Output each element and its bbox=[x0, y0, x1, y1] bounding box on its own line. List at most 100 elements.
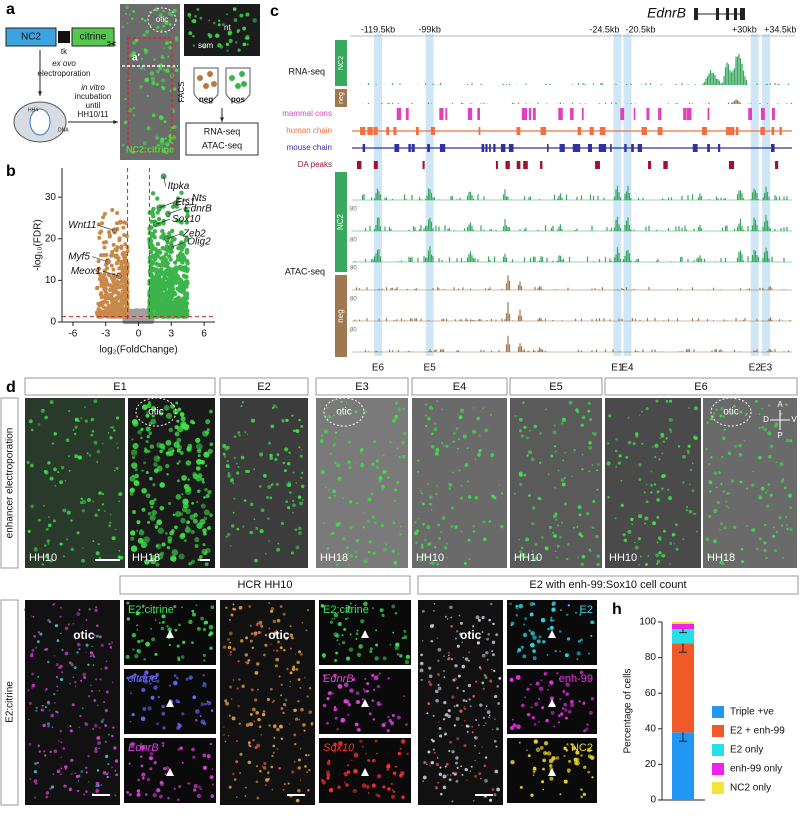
cell bbox=[267, 517, 270, 520]
cell bbox=[164, 773, 167, 776]
cell bbox=[337, 785, 341, 789]
cell bbox=[454, 771, 458, 775]
cell bbox=[459, 621, 464, 625]
cell bbox=[192, 755, 196, 759]
cell bbox=[641, 442, 644, 445]
cell bbox=[488, 714, 491, 717]
cell bbox=[238, 434, 241, 437]
cell bbox=[260, 508, 265, 513]
annotation-block bbox=[521, 108, 528, 120]
cell bbox=[650, 470, 653, 473]
cell bbox=[541, 780, 545, 784]
cell bbox=[651, 445, 654, 448]
cell bbox=[81, 499, 87, 504]
stage-label: HH18 bbox=[320, 552, 348, 564]
cell bbox=[580, 638, 584, 642]
cell bbox=[236, 29, 241, 33]
volcano-dot bbox=[177, 280, 182, 286]
cell bbox=[47, 523, 52, 528]
leader-line bbox=[155, 218, 171, 225]
cell bbox=[223, 726, 225, 728]
cell bbox=[61, 648, 64, 652]
cell bbox=[45, 706, 47, 709]
cell bbox=[94, 749, 98, 754]
cell bbox=[236, 471, 240, 475]
atac-signal bbox=[354, 246, 785, 262]
cell bbox=[693, 435, 698, 440]
cell bbox=[111, 426, 115, 429]
cell bbox=[200, 616, 204, 621]
cell bbox=[463, 707, 467, 711]
cell bbox=[709, 481, 713, 484]
cell bbox=[43, 504, 45, 507]
cell bbox=[420, 662, 423, 664]
cell bbox=[786, 527, 789, 531]
cell bbox=[449, 605, 453, 610]
micrograph bbox=[316, 398, 408, 568]
cell bbox=[371, 673, 375, 678]
cell bbox=[437, 686, 442, 691]
cell bbox=[656, 498, 660, 502]
cell bbox=[361, 698, 364, 701]
cell bbox=[163, 68, 166, 72]
cell bbox=[588, 441, 592, 445]
cell bbox=[228, 714, 231, 717]
cell bbox=[673, 543, 676, 545]
cell bbox=[244, 431, 247, 434]
cell bbox=[720, 554, 723, 557]
cell bbox=[373, 675, 379, 681]
cell bbox=[196, 466, 201, 471]
cell bbox=[388, 718, 393, 723]
cell bbox=[456, 766, 459, 769]
annotation-block bbox=[523, 161, 528, 169]
cell bbox=[492, 728, 494, 731]
coordinate-label: -20.5kb bbox=[625, 24, 655, 34]
header-box bbox=[411, 377, 508, 396]
cell bbox=[280, 643, 282, 645]
cell bbox=[581, 468, 584, 471]
cell bbox=[114, 759, 119, 763]
cell bbox=[143, 679, 149, 684]
cell bbox=[738, 452, 743, 457]
cell bbox=[141, 764, 144, 767]
cell bbox=[33, 634, 37, 638]
cell bbox=[348, 525, 353, 530]
cell bbox=[306, 695, 309, 698]
cell bbox=[245, 34, 250, 40]
cell bbox=[109, 521, 112, 524]
cell bbox=[199, 518, 206, 525]
cell bbox=[242, 525, 245, 528]
cell bbox=[751, 528, 756, 532]
cell bbox=[345, 783, 349, 787]
cell bbox=[552, 430, 557, 435]
cell bbox=[156, 70, 160, 74]
cell bbox=[179, 412, 185, 417]
bar-segment bbox=[672, 629, 694, 644]
cell bbox=[37, 518, 41, 522]
cell bbox=[141, 57, 144, 60]
cell bbox=[381, 484, 385, 489]
cell bbox=[188, 443, 193, 448]
cell bbox=[27, 529, 31, 533]
cell bbox=[469, 705, 472, 708]
cell bbox=[556, 556, 558, 559]
cell bbox=[428, 495, 433, 500]
region-label: E5 bbox=[424, 363, 437, 374]
cell bbox=[232, 482, 235, 485]
cell bbox=[422, 522, 425, 526]
cell bbox=[175, 401, 179, 405]
cell bbox=[658, 551, 662, 555]
cell bbox=[363, 559, 368, 564]
cell bbox=[254, 558, 258, 563]
cell bbox=[583, 765, 587, 770]
cell bbox=[252, 18, 257, 23]
cell bbox=[340, 717, 346, 723]
volcano-dot bbox=[97, 308, 102, 313]
cell bbox=[64, 626, 69, 631]
y-tick-label: 20 bbox=[45, 233, 57, 244]
cell bbox=[431, 624, 435, 627]
header-label: E2 bbox=[257, 381, 270, 393]
volcano-dot bbox=[106, 296, 111, 301]
cell bbox=[427, 750, 431, 754]
cell bbox=[291, 636, 294, 640]
